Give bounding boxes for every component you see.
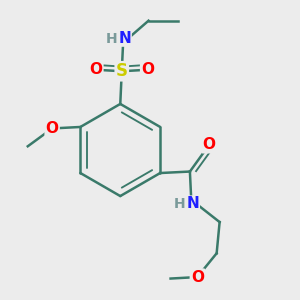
Text: H: H <box>174 196 185 211</box>
Text: O: O <box>46 121 59 136</box>
Text: O: O <box>191 270 204 285</box>
Text: O: O <box>141 62 154 77</box>
Text: H: H <box>106 32 117 46</box>
Text: N: N <box>187 196 199 211</box>
Text: N: N <box>118 31 131 46</box>
Text: O: O <box>89 62 102 77</box>
Text: O: O <box>203 137 216 152</box>
Text: S: S <box>116 62 128 80</box>
